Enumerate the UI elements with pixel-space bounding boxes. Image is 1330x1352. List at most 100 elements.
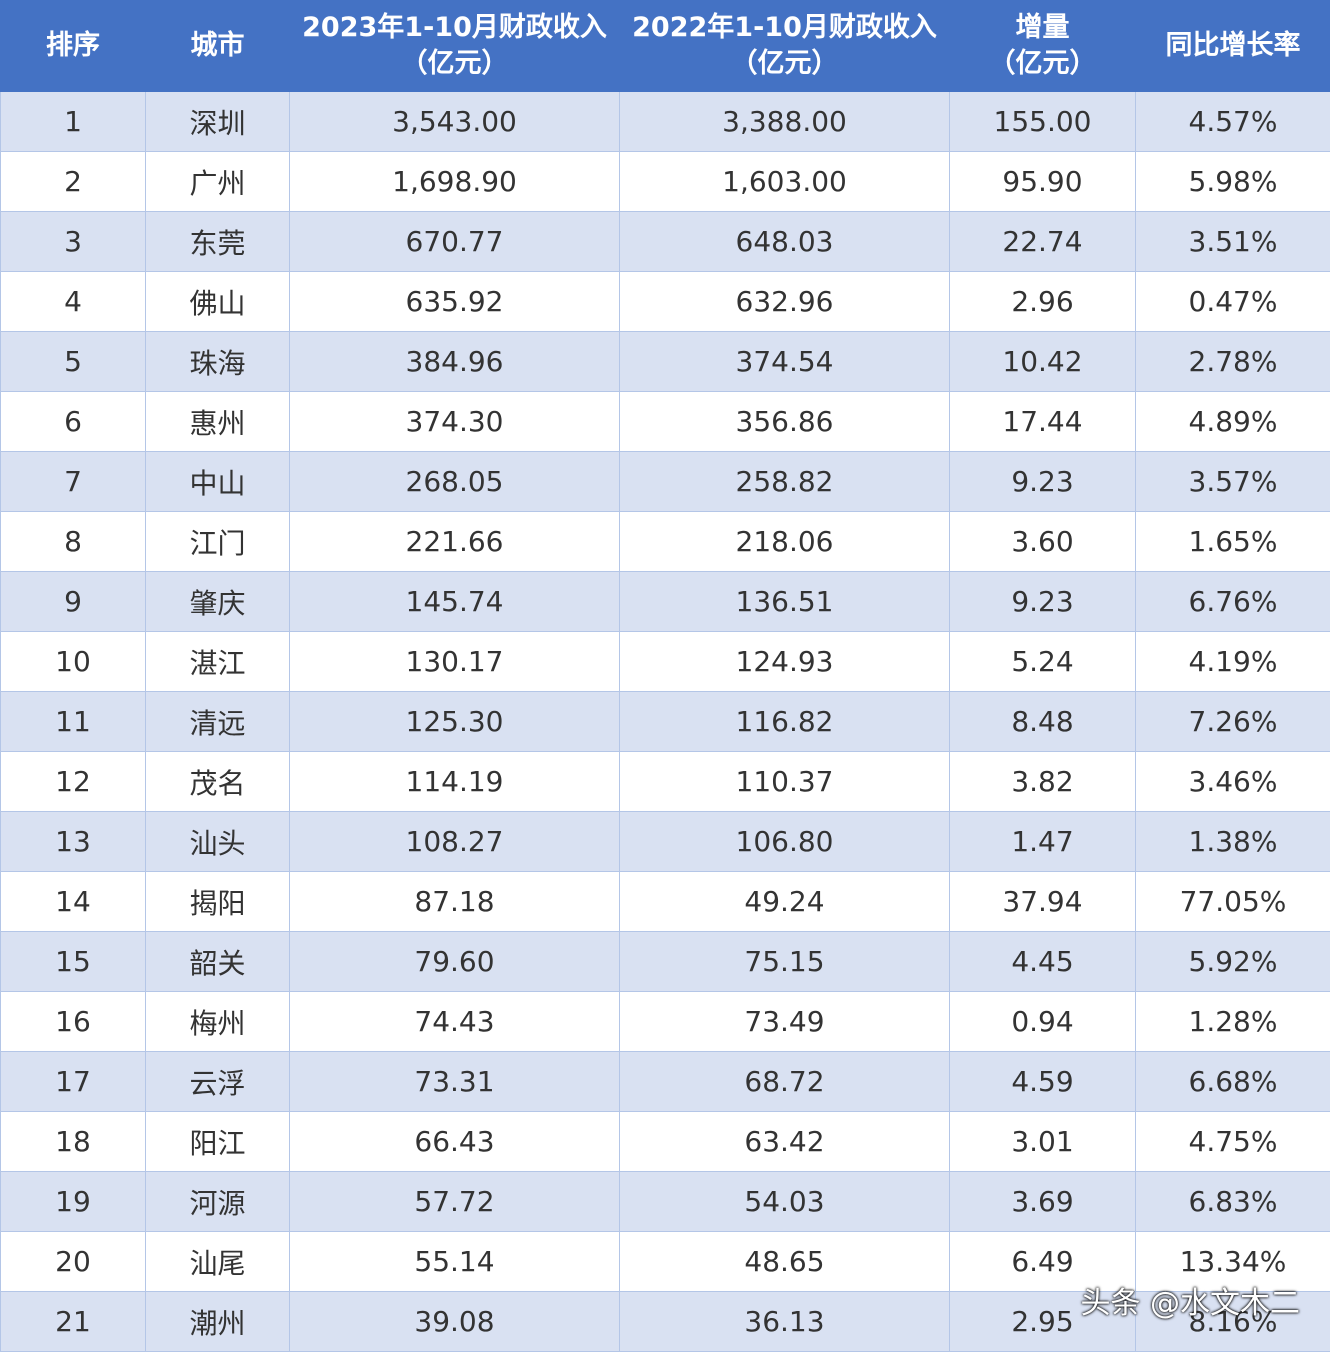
table-cell: 110.37: [619, 751, 950, 812]
table-cell: 9.23: [949, 451, 1136, 512]
header-cell: 增量 （亿元）: [949, 0, 1136, 92]
header-cell: 2023年1-10月财政收入 （亿元）: [289, 0, 620, 92]
table-cell: 106.80: [619, 811, 950, 872]
table-cell: 55.14: [289, 1231, 620, 1292]
header-cell: 2022年1-10月财政收入 （亿元）: [619, 0, 950, 92]
table-body: 1 深圳 3,543.00 3,388.00 155.00 4.57% 2 广州 1,698.9…: [0, 91, 1330, 1352]
header-line: （亿元）: [730, 48, 839, 79]
header-line: 2023年1-10月财政收入: [302, 12, 607, 43]
table-cell: 中山: [145, 451, 290, 512]
table-cell: 珠海: [145, 331, 290, 392]
table-row: 2 广州 1,698.90 1,603.00 95.90 5.98%: [0, 151, 1330, 212]
table-cell: 15: [0, 931, 146, 992]
table-cell: 茂名: [145, 751, 290, 812]
table-row: 1 深圳 3,543.00 3,388.00 155.00 4.57%: [0, 91, 1330, 152]
table-row: 4 佛山 635.92 632.96 2.96 0.47%: [0, 271, 1330, 332]
table-cell: 2.96: [949, 271, 1136, 332]
table-cell: 2.95: [949, 1291, 1136, 1352]
table-cell: 635.92: [289, 271, 620, 332]
table-row: 17 云浮 73.31 68.72 4.59 6.68%: [0, 1051, 1330, 1112]
table-cell: 136.51: [619, 571, 950, 632]
table-row: 8 江门 221.66 218.06 3.60 1.65%: [0, 511, 1330, 572]
table-cell: 12: [0, 751, 146, 812]
table-cell: 汕尾: [145, 1231, 290, 1292]
table-cell: 632.96: [619, 271, 950, 332]
table-cell: 梅州: [145, 991, 290, 1052]
watermark: 头条 @水文木二: [1080, 1286, 1300, 1321]
table-cell: 6.83%: [1135, 1171, 1330, 1232]
header-line: （亿元）: [400, 48, 509, 79]
table-cell: 11: [0, 691, 146, 752]
table-row: 5 珠海 384.96 374.54 10.42 2.78%: [0, 331, 1330, 392]
table-cell: 汕头: [145, 811, 290, 872]
table-row: 12 茂名 114.19 110.37 3.82 3.46%: [0, 751, 1330, 812]
table-cell: 5: [0, 331, 146, 392]
table-cell: 218.06: [619, 511, 950, 572]
table-cell: 48.65: [619, 1231, 950, 1292]
table-cell: 4.89%: [1135, 391, 1330, 452]
table-cell: 河源: [145, 1171, 290, 1232]
table-cell: 3,543.00: [289, 91, 620, 152]
table-cell: 清远: [145, 691, 290, 752]
table-cell: 108.27: [289, 811, 620, 872]
table-cell: 7.26%: [1135, 691, 1330, 752]
table-cell: 18: [0, 1111, 146, 1172]
header-line: 2022年1-10月财政收入: [632, 12, 937, 43]
table-cell: 湛江: [145, 631, 290, 692]
table-cell: 39.08: [289, 1291, 620, 1352]
table-row: 6 惠州 374.30 356.86 17.44 4.89%: [0, 391, 1330, 452]
table-cell: 深圳: [145, 91, 290, 152]
table-cell: 66.43: [289, 1111, 620, 1172]
table-cell: 114.19: [289, 751, 620, 812]
table-cell: 648.03: [619, 211, 950, 272]
table-row: 18 阳江 66.43 63.42 3.01 4.75%: [0, 1111, 1330, 1172]
header-line: 排序: [46, 30, 100, 61]
table-cell: 670.77: [289, 211, 620, 272]
table-cell: 6.68%: [1135, 1051, 1330, 1112]
table-cell: 79.60: [289, 931, 620, 992]
table-cell: 16: [0, 991, 146, 1052]
table-cell: 5.92%: [1135, 931, 1330, 992]
table-cell: 佛山: [145, 271, 290, 332]
table-cell: 8.48: [949, 691, 1136, 752]
table-cell: 0.94: [949, 991, 1136, 1052]
table-cell: 3: [0, 211, 146, 272]
table-cell: 1.38%: [1135, 811, 1330, 872]
table-cell: 17: [0, 1051, 146, 1112]
table-cell: 8: [0, 511, 146, 572]
header-line: 城市: [190, 30, 245, 61]
table-cell: 384.96: [289, 331, 620, 392]
table-cell: 95.90: [949, 151, 1136, 212]
table-cell: 1,603.00: [619, 151, 950, 212]
table-cell: 江门: [145, 511, 290, 572]
table-cell: 潮州: [145, 1291, 290, 1352]
table-cell: 4.59: [949, 1051, 1136, 1112]
header-line: 增量: [1015, 12, 1070, 43]
table-cell: 0.47%: [1135, 271, 1330, 332]
table-cell: 14: [0, 871, 146, 932]
table-cell: 4.75%: [1135, 1111, 1330, 1172]
table-cell: 东莞: [145, 211, 290, 272]
table-row: 19 河源 57.72 54.03 3.69 6.83%: [0, 1171, 1330, 1232]
table-row: 13 汕头 108.27 106.80 1.47 1.38%: [0, 811, 1330, 872]
table-cell: 7: [0, 451, 146, 512]
table-cell: 125.30: [289, 691, 620, 752]
table-cell: 374.30: [289, 391, 620, 452]
table-row: 16 梅州 74.43 73.49 0.94 1.28%: [0, 991, 1330, 1052]
table-cell: 揭阳: [145, 871, 290, 932]
table-cell: 1.28%: [1135, 991, 1330, 1052]
header-line: （亿元）: [988, 48, 1097, 79]
table-cell: 3.57%: [1135, 451, 1330, 512]
table-row: 10 湛江 130.17 124.93 5.24 4.19%: [0, 631, 1330, 692]
table-cell: 1.65%: [1135, 511, 1330, 572]
table-cell: 20: [0, 1231, 146, 1292]
header-line: 同比增长率: [1165, 30, 1301, 61]
table-cell: 21: [0, 1291, 146, 1352]
header-cell: 排序: [0, 0, 146, 92]
table-cell: 124.93: [619, 631, 950, 692]
table-cell: 155.00: [949, 91, 1136, 152]
table-cell: 54.03: [619, 1171, 950, 1232]
table-cell: 87.18: [289, 871, 620, 932]
table-cell: 258.82: [619, 451, 950, 512]
table-row: 14 揭阳 87.18 49.24 37.94 77.05%: [0, 871, 1330, 932]
